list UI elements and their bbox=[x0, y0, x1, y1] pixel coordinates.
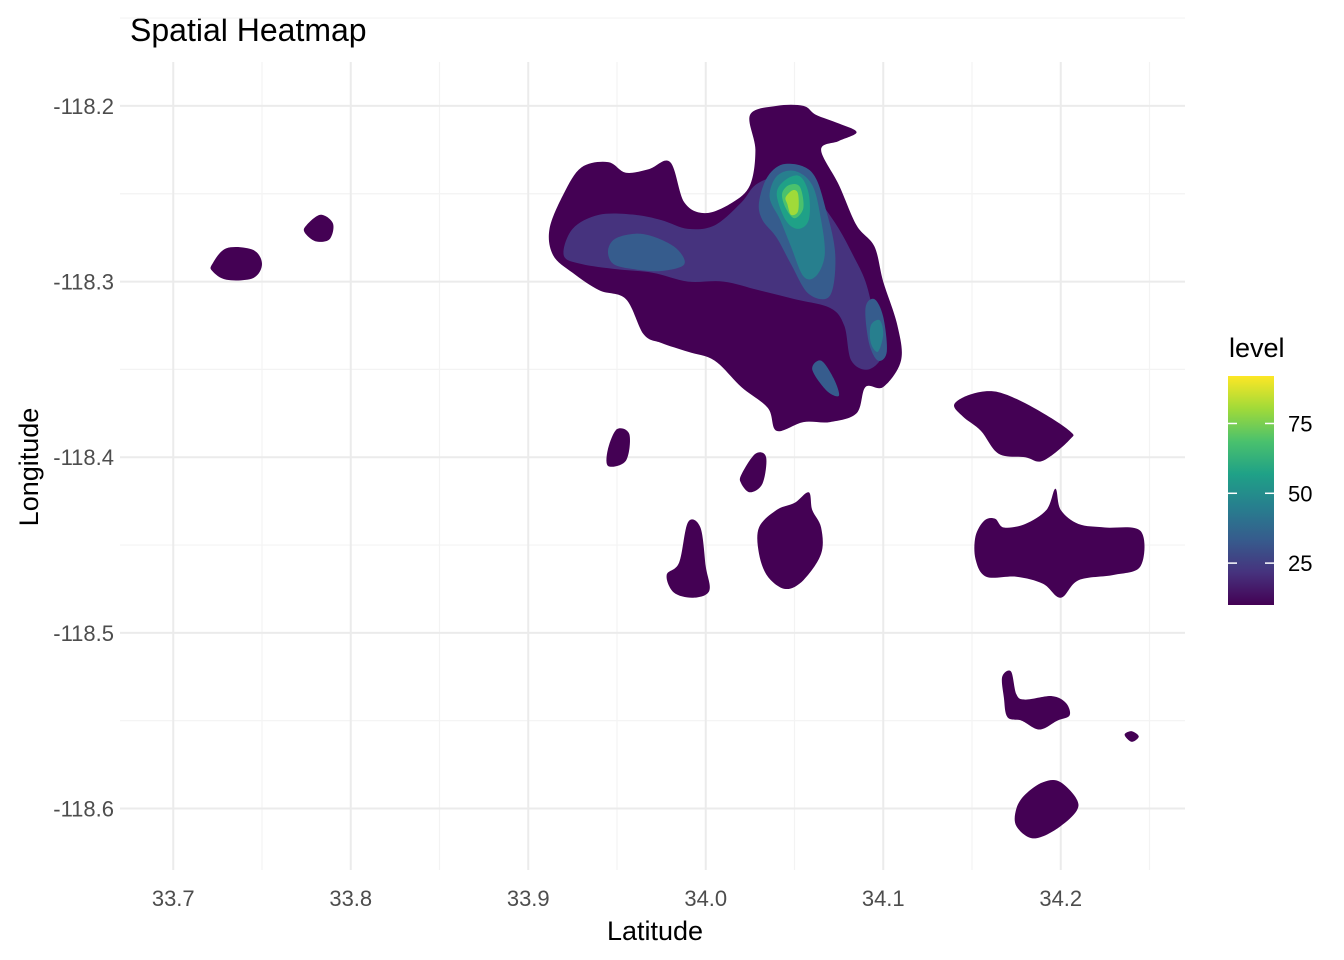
density-region-level-10 bbox=[606, 428, 630, 467]
x-tick-label: 34.0 bbox=[684, 886, 727, 911]
density-region-level-10 bbox=[953, 391, 1074, 462]
density-region-level-85 bbox=[787, 193, 797, 212]
density-region-level-10 bbox=[666, 519, 710, 598]
color-legend: level 25 50 75 bbox=[1228, 333, 1312, 605]
x-tick-label: 34.1 bbox=[862, 886, 905, 911]
legend-colorbar bbox=[1228, 376, 1274, 605]
density-region-level-10 bbox=[303, 214, 334, 242]
density-region-level-10 bbox=[739, 452, 767, 493]
density-region-level-10 bbox=[1014, 779, 1079, 839]
x-axis-ticks: 33.7 33.8 33.9 34.0 34.1 34.2 bbox=[152, 886, 1082, 911]
legend-tick-label: 75 bbox=[1288, 411, 1312, 436]
legend-title: level bbox=[1229, 333, 1285, 363]
density-region-level-10 bbox=[1124, 731, 1139, 742]
density-regions bbox=[210, 104, 1145, 839]
density-region-level-35 bbox=[607, 233, 685, 272]
legend-tick-label: 50 bbox=[1288, 481, 1312, 506]
y-axis-title: Longitude bbox=[14, 408, 44, 527]
y-tick-label: -118.4 bbox=[53, 445, 114, 470]
legend-ticks: 25 50 75 bbox=[1228, 411, 1312, 576]
y-tick-label: -118.6 bbox=[53, 797, 114, 822]
major-gridlines bbox=[120, 62, 1185, 870]
x-axis-title: Latitude bbox=[607, 916, 703, 946]
x-tick-label: 33.7 bbox=[152, 886, 195, 911]
density-region-level-10 bbox=[757, 492, 823, 590]
x-tick-label: 34.2 bbox=[1039, 886, 1082, 911]
y-tick-label: -118.3 bbox=[53, 270, 114, 295]
density-region-level-10 bbox=[974, 488, 1145, 598]
x-tick-label: 33.9 bbox=[507, 886, 550, 911]
density-region-level-10 bbox=[210, 246, 262, 281]
legend-tick-label: 25 bbox=[1288, 551, 1312, 576]
y-axis-ticks: -118.2 -118.3 -118.4 -118.5 -118.6 bbox=[53, 94, 114, 822]
density-region-level-45 bbox=[869, 319, 884, 353]
chart-title: Spatial Heatmap bbox=[130, 12, 367, 48]
density-region-level-10 bbox=[1001, 670, 1071, 730]
y-tick-label: -118.2 bbox=[53, 94, 114, 119]
density-region-level-35 bbox=[812, 360, 840, 397]
x-tick-label: 33.8 bbox=[329, 886, 372, 911]
y-tick-label: -118.5 bbox=[53, 621, 114, 646]
